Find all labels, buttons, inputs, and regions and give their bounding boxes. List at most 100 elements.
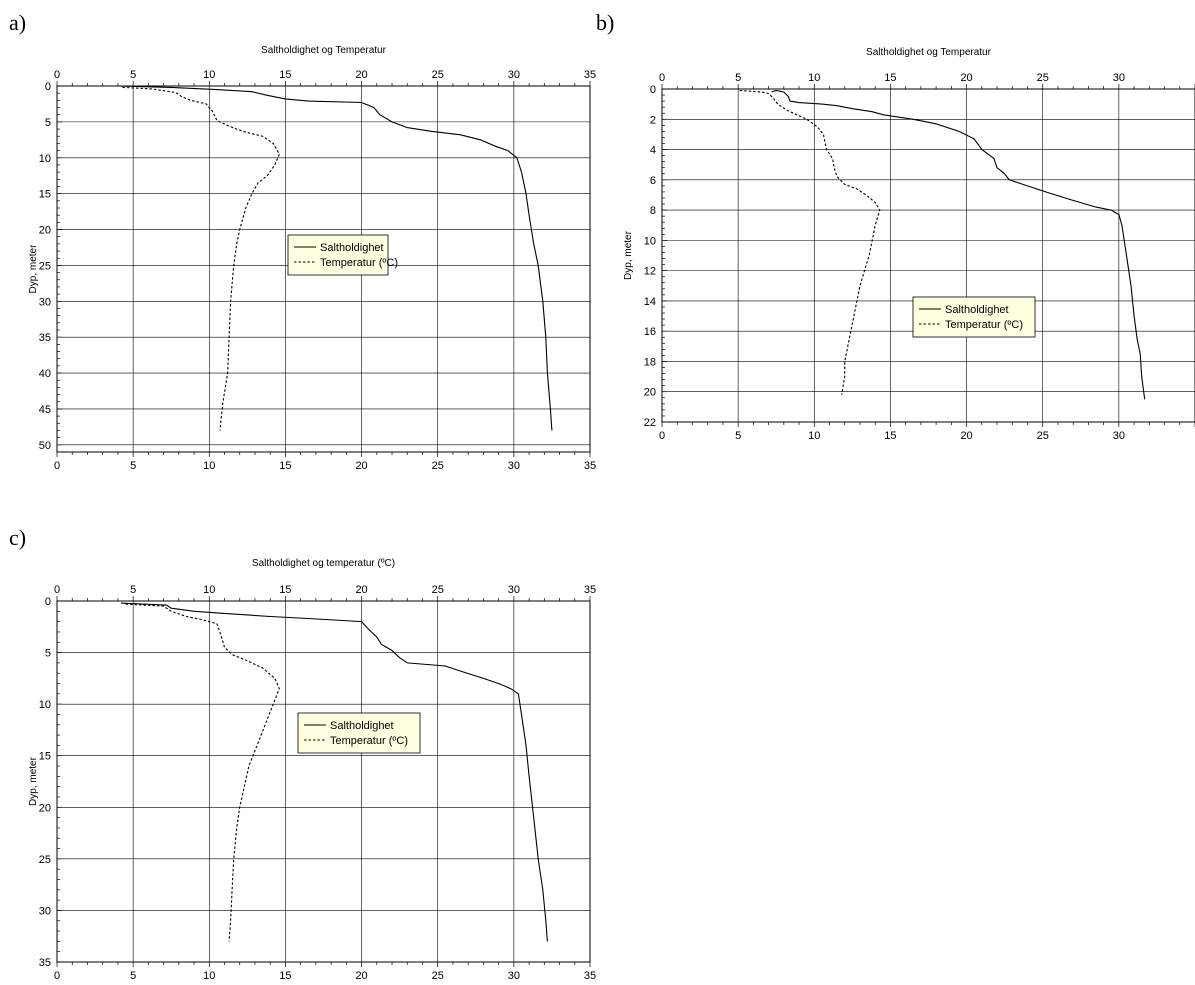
x-tick-label-bottom: 30 <box>508 460 520 472</box>
x-tick-label-bottom: 5 <box>130 970 136 982</box>
x-tick-label-top: 10 <box>203 69 215 81</box>
y-tick-label: 25 <box>39 854 51 866</box>
x-tick-label-bottom: 10 <box>203 970 215 982</box>
y-tick-label: 10 <box>644 235 656 247</box>
x-tick-label-top: 0 <box>54 69 60 81</box>
x-tick-label-bottom: 25 <box>432 460 444 472</box>
legend-label: Temperatur (ºC) <box>320 257 398 269</box>
x-tick-label-bottom: 0 <box>54 460 60 472</box>
y-tick-label: 20 <box>39 802 51 814</box>
y-tick-label: 5 <box>45 117 51 129</box>
y-tick-label: 4 <box>650 145 656 157</box>
panel-letter-c: c) <box>9 525 27 550</box>
y-tick-label: 2 <box>650 114 656 126</box>
legend: Saltholdighet Temperatur (ºC) <box>287 234 398 276</box>
y-tick-label: 0 <box>650 84 656 96</box>
y-tick-label: 14 <box>644 296 656 308</box>
y-tick-label: 16 <box>644 326 656 338</box>
x-tick-label-bottom: 10 <box>203 460 215 472</box>
x-tick-label-top: 0 <box>659 72 665 84</box>
y-axis-label: Dyp, meter <box>28 756 39 806</box>
x-tick-label-top: 20 <box>960 72 972 84</box>
y-tick-label: 0 <box>45 81 51 93</box>
legend-box <box>297 712 421 754</box>
x-tick-label-bottom: 0 <box>54 970 60 982</box>
x-tick-label-bottom: 15 <box>279 970 291 982</box>
x-tick-label-bottom: 25 <box>1037 430 1049 442</box>
y-tick-label: 15 <box>39 189 51 201</box>
x-tick-label-bottom: 20 <box>355 460 367 472</box>
x-tick-label-top: 20 <box>355 584 367 596</box>
y-axis-label: Dyp, meter <box>28 244 39 294</box>
x-tick-label-bottom: 25 <box>432 970 444 982</box>
y-tick-label: 25 <box>39 260 51 272</box>
x-tick-label-bottom: 35 <box>584 970 596 982</box>
salinity-line <box>771 89 1146 400</box>
x-tick-label-bottom: 10 <box>808 430 820 442</box>
temperature-line <box>125 603 280 942</box>
y-tick-label: 5 <box>45 648 51 660</box>
y-tick-label: 20 <box>644 387 656 399</box>
x-tick-label-top: 15 <box>279 584 291 596</box>
plot-frame <box>56 85 591 453</box>
legend: Saltholdighet Temperatur (ºC) <box>297 712 421 754</box>
x-tick-label-bottom: 15 <box>884 430 896 442</box>
x-tick-label-top: 35 <box>584 584 596 596</box>
x-tick-label-bottom: 20 <box>355 970 367 982</box>
plot-frame <box>56 600 591 963</box>
x-tick-label-bottom: 30 <box>508 970 520 982</box>
temperature-line <box>739 89 881 395</box>
x-tick-label-top: 10 <box>203 584 215 596</box>
y-tick-label: 22 <box>644 417 656 429</box>
legend-label: Saltholdighet <box>320 242 384 254</box>
x-tick-label-top: 5 <box>735 72 741 84</box>
x-tick-label-bottom: 15 <box>279 460 291 472</box>
x-tick-label-top: 10 <box>808 72 820 84</box>
legend-label: Saltholdighet <box>330 720 394 732</box>
y-tick-label: 6 <box>650 175 656 187</box>
legend: Saltholdighet Temperatur (ºC) <box>912 296 1036 338</box>
x-tick-label-top: 25 <box>432 69 444 81</box>
x-tick-label-bottom: 0 <box>659 430 665 442</box>
x-tick-label-bottom: 35 <box>584 460 596 472</box>
plot-frame <box>661 88 1195 423</box>
chart-panel-3: Saltholdighet og temperatur (ºC) Dyp, met… <box>28 558 596 982</box>
x-tick-label-top: 30 <box>1113 72 1125 84</box>
chart-title: Saltholdighet og Temperatur <box>261 45 387 56</box>
x-tick-label-top: 15 <box>279 69 291 81</box>
y-tick-label: 18 <box>644 356 656 368</box>
y-tick-label: 40 <box>39 368 51 380</box>
legend-box <box>287 234 389 276</box>
y-tick-label: 35 <box>39 957 51 969</box>
x-tick-label-top: 25 <box>432 584 444 596</box>
panel-letter-a: a) <box>9 10 27 35</box>
temperature-line <box>122 86 280 431</box>
x-tick-label-bottom: 20 <box>960 430 972 442</box>
y-tick-label: 0 <box>45 596 51 608</box>
chart-title: Saltholdighet og Temperatur <box>866 47 992 58</box>
x-tick-label-top: 15 <box>884 72 896 84</box>
chart-panel-1: Saltholdighet og Temperatur Dyp, meter 0 5 1… <box>28 45 596 472</box>
x-tick-label-bottom: 30 <box>1113 430 1125 442</box>
x-tick-label-top: 5 <box>130 69 136 81</box>
y-tick-label: 10 <box>39 153 51 165</box>
y-tick-label: 8 <box>650 205 656 217</box>
x-tick-label-top: 25 <box>1037 72 1049 84</box>
y-tick-label: 45 <box>39 404 51 416</box>
x-tick-label-top: 30 <box>508 69 520 81</box>
y-tick-label: 50 <box>39 440 51 452</box>
chart-panel-2: Saltholdighet og Temperatur Dyp, meter 0 5 1… <box>623 47 1195 442</box>
chart-title: Saltholdighet og temperatur (ºC) <box>252 558 395 569</box>
legend-label: Temperatur (ºC) <box>945 319 1023 331</box>
x-tick-label-top: 20 <box>355 69 367 81</box>
y-axis-label: Dyp, meter <box>623 230 634 280</box>
legend-label: Temperatur (ºC) <box>330 735 408 747</box>
x-tick-label-top: 0 <box>54 584 60 596</box>
y-tick-label: 20 <box>39 225 51 237</box>
x-tick-label-bottom: 5 <box>735 430 741 442</box>
salinity-line <box>117 85 553 431</box>
y-tick-label: 35 <box>39 332 51 344</box>
x-tick-label-top: 35 <box>584 69 596 81</box>
legend-label: Saltholdighet <box>945 304 1009 316</box>
